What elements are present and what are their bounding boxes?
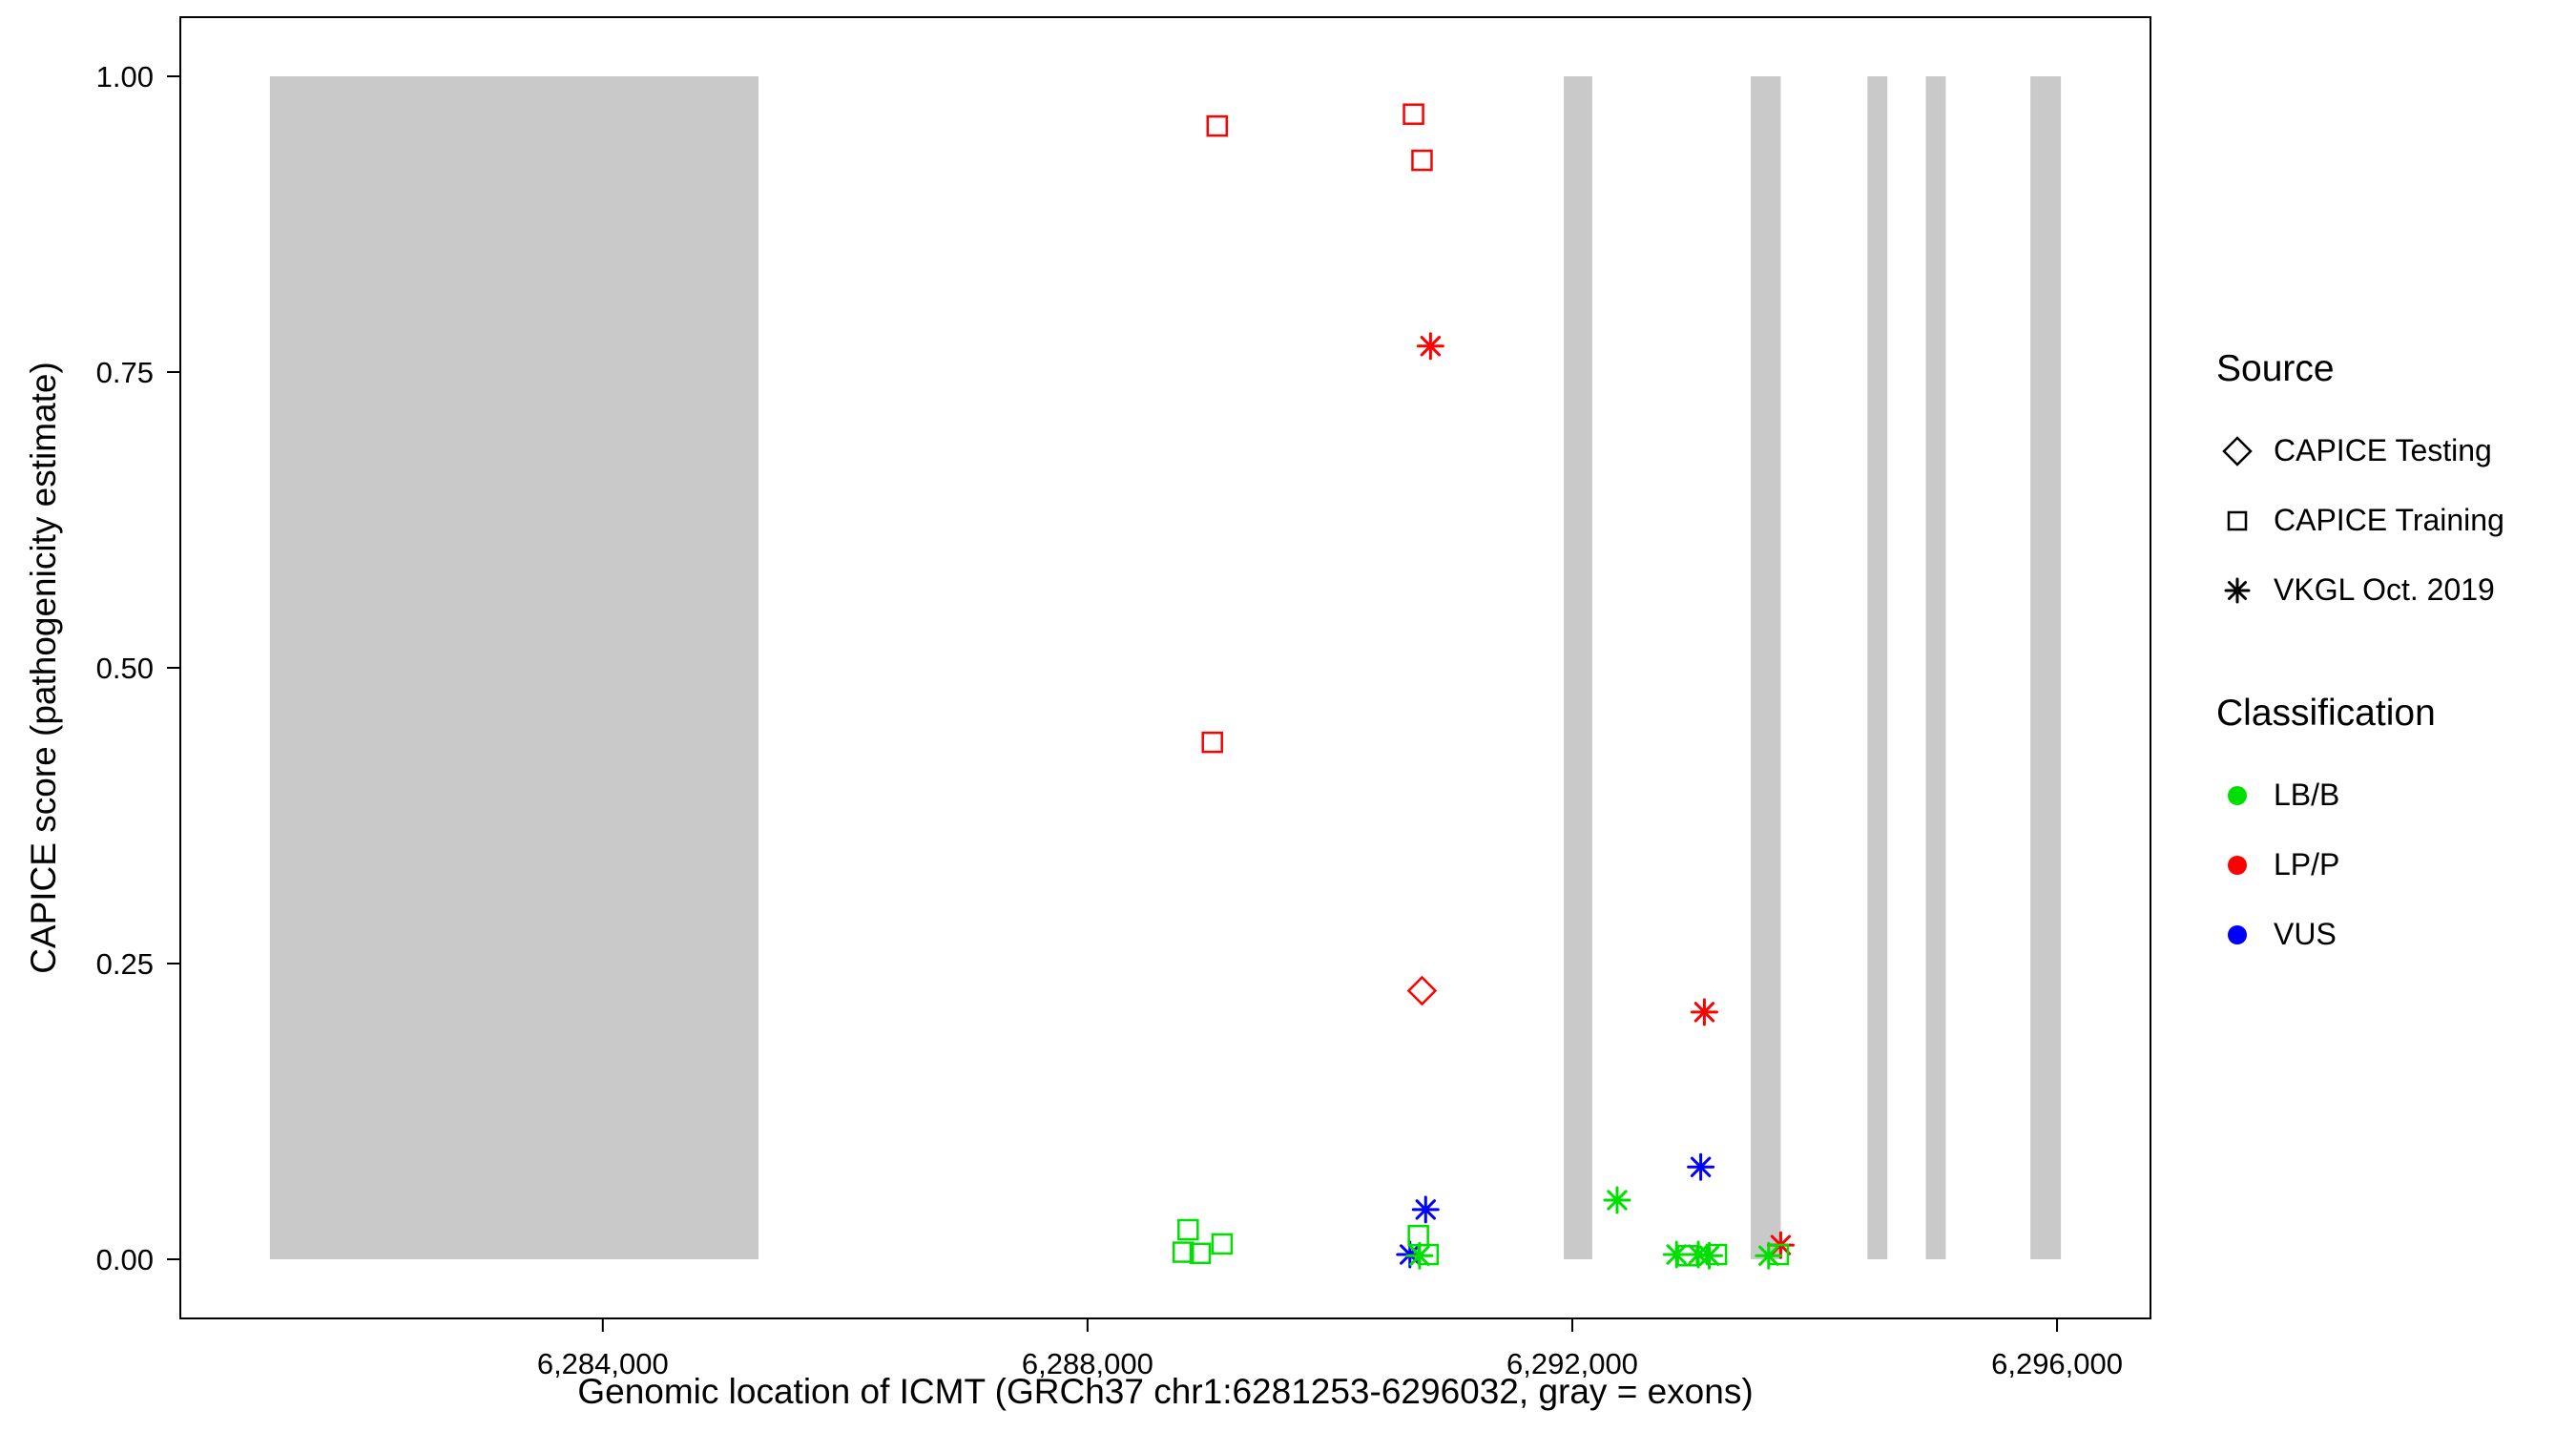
- y-axis-title: CAPICE score (pathogenicity estimate): [24, 362, 63, 974]
- legend-item-label: LB/B: [2274, 778, 2340, 812]
- square-icon: [2227, 510, 2248, 530]
- data-point: [1211, 1233, 1234, 1255]
- data-point: [1407, 1224, 1429, 1247]
- legend-item-capice-training: CAPICE Training: [2216, 486, 2504, 555]
- y-tick-label: 0.25: [96, 947, 154, 981]
- legend-item-vus: VUS: [2216, 900, 2504, 969]
- legend-item-label: CAPICE Testing: [2274, 433, 2492, 467]
- legend-item-label: VKGL Oct. 2019: [2274, 572, 2495, 607]
- exon-band: [1867, 76, 1888, 1259]
- x-tick-label: 6,296,000: [1991, 1347, 2123, 1380]
- legend: Source CAPICE Testing CAPICE Training: [2216, 347, 2504, 969]
- diamond-icon: [2222, 435, 2253, 467]
- x-axis-title: Genomic location of ICMT (GRCh37 chr1:62…: [577, 1372, 1754, 1411]
- data-point: [1189, 1242, 1212, 1265]
- data-point: [1402, 103, 1424, 125]
- exon-band: [1925, 76, 1946, 1259]
- data-point: [1662, 1240, 1691, 1269]
- legend-item-capice-testing: CAPICE Testing: [2216, 416, 2504, 486]
- data-point: [1767, 1243, 1790, 1266]
- exon-band: [1564, 76, 1592, 1259]
- y-tick-label: 0.75: [96, 356, 154, 389]
- data-point: [1411, 1195, 1440, 1224]
- blue-dot-icon: [2228, 924, 2247, 944]
- data-point: [1687, 1152, 1715, 1181]
- asterisk-icon: [2224, 577, 2251, 603]
- exon-band: [2030, 76, 2062, 1259]
- legend-classification-title: Classification: [2216, 693, 2436, 734]
- legend-item-lbb: LB/B: [2216, 760, 2504, 830]
- data-point: [1416, 332, 1444, 361]
- data-point: [1603, 1186, 1631, 1214]
- data-point: [1405, 1241, 1434, 1270]
- data-point: [1201, 731, 1223, 754]
- panel-border: [179, 16, 2151, 1319]
- legend-item-label: CAPICE Training: [2274, 503, 2504, 537]
- y-tick-label: 0.00: [96, 1243, 154, 1276]
- legend-source-title: Source: [2216, 348, 2335, 389]
- data-point: [1705, 1243, 1728, 1266]
- x-tick-label: 6,288,000: [1022, 1347, 1153, 1380]
- legend-item-vkgl: VKGL Oct. 2019: [2216, 555, 2504, 625]
- data-point: [1411, 149, 1433, 172]
- data-point: [1406, 975, 1438, 1006]
- y-tick-label: 0.50: [96, 652, 154, 685]
- x-tick-label: 6,292,000: [1506, 1347, 1638, 1380]
- exon-band: [1750, 76, 1781, 1259]
- data-point: [1206, 114, 1229, 137]
- data-point: [1172, 1241, 1195, 1263]
- legend-item-label: LP/P: [2274, 847, 2340, 881]
- x-tick-label: 6,284,000: [537, 1347, 669, 1380]
- data-point: [1690, 998, 1718, 1027]
- green-dot-icon: [2228, 785, 2247, 805]
- y-tick-label: 1.00: [96, 60, 154, 93]
- data-point: [1177, 1218, 1199, 1241]
- exon-band: [269, 76, 759, 1259]
- legend-item-label: VUS: [2274, 917, 2337, 951]
- red-dot-icon: [2228, 855, 2247, 875]
- legend-item-lpp: LP/P: [2216, 830, 2504, 900]
